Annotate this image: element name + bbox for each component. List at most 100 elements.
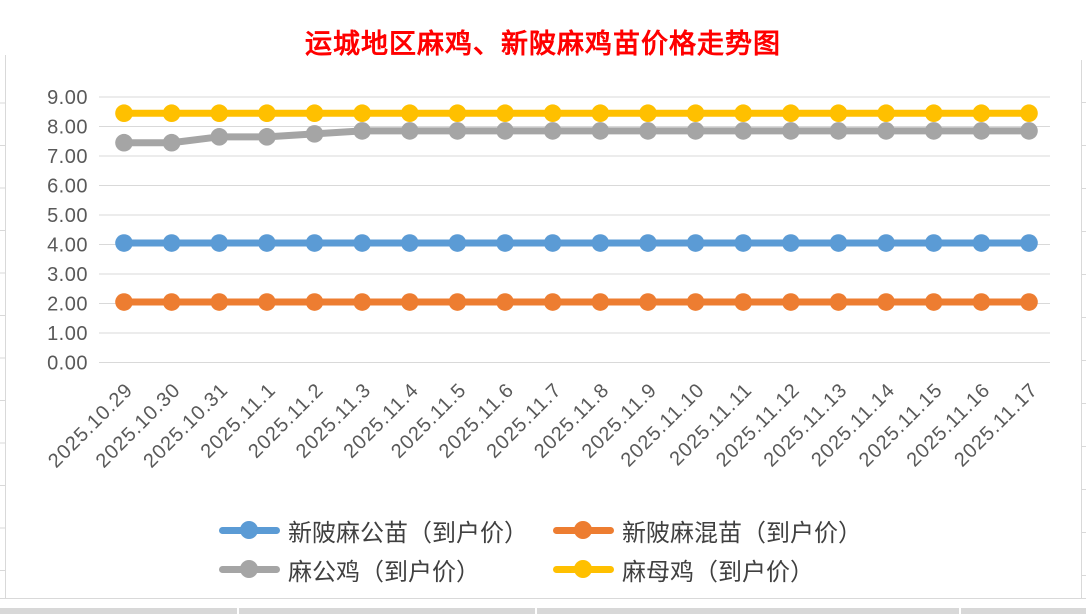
data-point xyxy=(782,234,800,252)
data-point xyxy=(734,104,753,123)
data-point xyxy=(115,293,133,311)
data-point xyxy=(115,133,133,152)
spreadsheet-gridline-right xyxy=(1081,60,1082,598)
data-point xyxy=(924,234,943,252)
data-point xyxy=(639,293,657,311)
y-tick-label: 0.00 xyxy=(47,353,88,375)
series-0 xyxy=(115,234,1038,252)
data-point xyxy=(496,293,514,311)
legend-item-0: 新陂麻公苗（到户价） xyxy=(219,513,553,547)
data-point xyxy=(448,104,467,123)
data-point xyxy=(924,104,943,123)
data-point xyxy=(210,104,229,123)
y-axis-tick-labels: 9.00 8.00 7.00 6.00 5.00 4.00 3.00 2.00 1.00 0.00 xyxy=(47,87,88,375)
data-point xyxy=(162,234,181,252)
data-point xyxy=(115,104,133,123)
spreadsheet-gridline-bottom xyxy=(0,598,1086,599)
series-2 xyxy=(115,122,1038,152)
data-point xyxy=(734,122,753,140)
data-point xyxy=(353,122,371,140)
y-tick-label: 5.00 xyxy=(47,205,88,227)
y-tick-label: 9.00 xyxy=(47,87,88,109)
data-point xyxy=(1020,104,1038,123)
series-1 xyxy=(115,293,1038,311)
data-point xyxy=(686,234,705,252)
data-point xyxy=(877,122,895,140)
data-point xyxy=(353,104,371,123)
spreadsheet-gridline-left xyxy=(5,55,6,598)
data-point xyxy=(543,234,562,252)
y-tick-label: 6.00 xyxy=(47,176,88,198)
data-point xyxy=(686,122,705,140)
legend-item-3: 麻母鸡（到户价） xyxy=(553,552,862,586)
y-tick-label: 1.00 xyxy=(47,323,88,345)
spreadsheet-band-bottom xyxy=(0,608,1086,614)
data-point xyxy=(162,133,181,152)
data-point xyxy=(829,234,848,252)
data-point xyxy=(1020,234,1038,252)
legend-label: 麻公鸡（到户价） xyxy=(288,559,480,586)
data-point xyxy=(162,293,181,311)
data-point xyxy=(400,104,419,123)
data-point xyxy=(829,104,848,123)
column-separator xyxy=(237,608,239,614)
data-point xyxy=(591,293,610,311)
data-point xyxy=(543,104,562,123)
data-point xyxy=(210,293,229,311)
data-point xyxy=(924,122,943,140)
data-point xyxy=(258,293,276,311)
data-point xyxy=(686,104,705,123)
data-point xyxy=(543,122,562,140)
data-point xyxy=(591,104,610,123)
data-point xyxy=(305,234,324,252)
data-point xyxy=(305,293,324,311)
column-separator xyxy=(535,608,537,614)
data-point xyxy=(162,104,181,123)
spreadsheet-row-stubs-left xyxy=(0,61,5,598)
data-point xyxy=(353,293,371,311)
y-tick-label: 8.00 xyxy=(47,117,88,139)
data-point xyxy=(829,122,848,140)
data-point xyxy=(448,122,467,140)
data-point xyxy=(972,122,991,140)
data-point xyxy=(782,293,800,311)
data-point xyxy=(400,122,419,140)
data-point xyxy=(258,234,276,252)
legend-item-1: 新陂麻混苗（到户价） xyxy=(553,513,862,547)
legend-label: 新陂麻混苗（到户价） xyxy=(622,520,862,547)
data-point xyxy=(400,293,419,311)
data-point xyxy=(972,293,991,311)
legend-label: 新陂麻公苗（到户价） xyxy=(288,520,528,547)
data-point xyxy=(496,234,514,252)
legend-line-marker-icon xyxy=(219,560,280,578)
data-point xyxy=(924,293,943,311)
y-tick-label: 7.00 xyxy=(47,146,88,168)
column-separator xyxy=(959,608,961,614)
legend: 新陂麻公苗（到户价） 新陂麻混苗（到户价） 麻公鸡（到户价） 麻母鸡（到户价） xyxy=(219,513,862,586)
data-point xyxy=(258,128,276,146)
legend-line-marker-icon xyxy=(553,521,614,539)
data-point xyxy=(877,293,895,311)
data-point xyxy=(591,234,610,252)
data-point xyxy=(877,104,895,123)
series-3 xyxy=(115,104,1038,123)
legend-item-2: 麻公鸡（到户价） xyxy=(219,552,553,586)
data-point xyxy=(115,234,133,252)
data-point xyxy=(877,234,895,252)
data-point xyxy=(305,104,324,123)
legend-line-marker-icon xyxy=(553,560,614,578)
legend-line-marker-icon xyxy=(219,521,280,539)
legend-label: 麻母鸡（到户价） xyxy=(622,559,814,586)
chart-title: 运城地区麻鸡、新陂麻鸡苗价格走势图 xyxy=(305,29,781,59)
data-point xyxy=(734,293,753,311)
x-axis-tick-labels: 2025.10.292025.10.302025.10.312025.11.12… xyxy=(44,379,1042,472)
data-point xyxy=(639,104,657,123)
data-point xyxy=(639,122,657,140)
y-tick-label: 2.00 xyxy=(47,294,88,316)
data-point xyxy=(782,122,800,140)
data-point xyxy=(448,234,467,252)
data-point xyxy=(1020,293,1038,311)
data-point xyxy=(686,293,705,311)
